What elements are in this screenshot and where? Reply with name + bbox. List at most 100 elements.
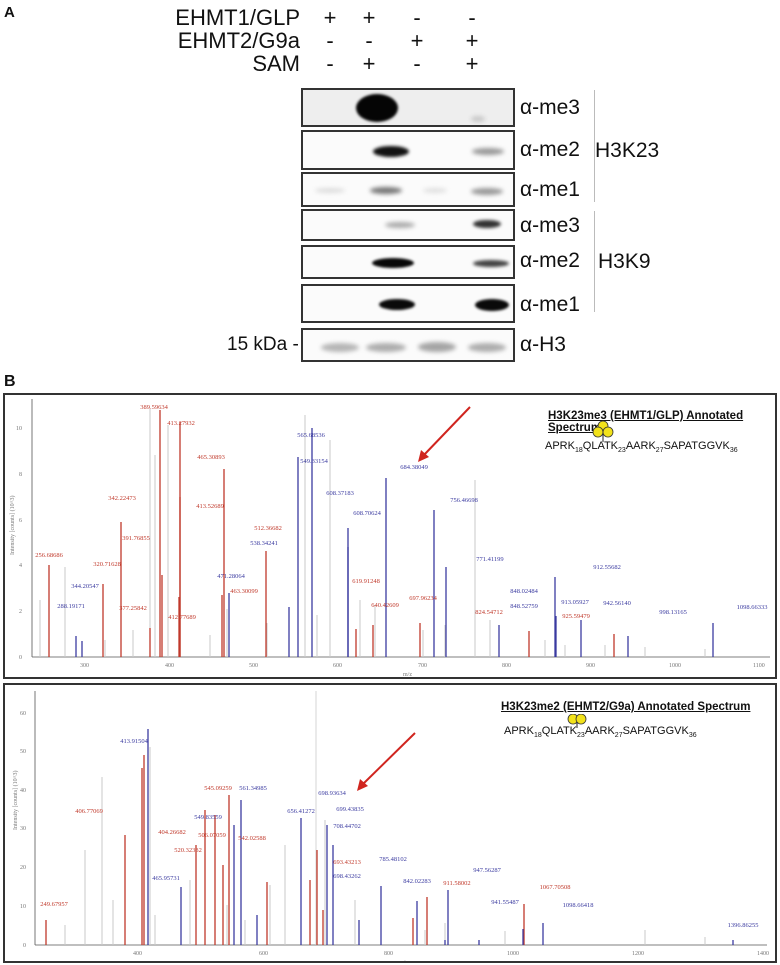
blot-h3 (301, 328, 515, 362)
svg-text:1000: 1000 (507, 951, 519, 957)
svg-text:771.41199: 771.41199 (476, 556, 503, 563)
trimethyl-marker-icon (592, 420, 614, 442)
sign: + (465, 28, 479, 53)
condition-label-sam: SAM (252, 51, 300, 76)
svg-text:1396.86255: 1396.86255 (728, 922, 759, 929)
svg-text:942.56140: 942.56140 (603, 600, 631, 607)
band (385, 222, 415, 228)
svg-text:998.13165: 998.13165 (659, 609, 687, 616)
svg-text:20: 20 (20, 865, 26, 871)
seq-part: QLATK (582, 440, 619, 452)
sign: + (362, 5, 376, 30)
svg-text:1000: 1000 (669, 663, 681, 669)
svg-text:500: 500 (249, 663, 258, 669)
sign: + (410, 28, 424, 53)
svg-text:391.76855: 391.76855 (122, 535, 150, 542)
band (418, 342, 456, 352)
svg-text:538.34241: 538.34241 (250, 540, 278, 547)
svg-text:848.52759: 848.52759 (510, 603, 538, 610)
seq-part: QLATK (541, 725, 578, 737)
svg-text:925.59479: 925.59479 (562, 613, 590, 620)
band (471, 188, 503, 195)
svg-text:600: 600 (259, 951, 268, 957)
svg-text:471.28064: 471.28064 (217, 573, 245, 580)
sign: - (365, 28, 373, 53)
svg-text:684.38049: 684.38049 (400, 464, 428, 471)
sign: + (465, 51, 479, 76)
svg-text:1098.66333: 1098.66333 (737, 604, 768, 611)
blot-h3k23-me3 (301, 88, 515, 127)
svg-text:1067.70508: 1067.70508 (540, 884, 571, 891)
svg-text:m/z: m/z (403, 672, 412, 677)
sign: + (362, 51, 376, 76)
svg-text:249.67957: 249.67957 (40, 901, 68, 908)
condition-label-g9a: EHMT2/G9a (177, 28, 300, 53)
band (468, 343, 506, 352)
svg-text:600: 600 (333, 663, 342, 669)
svg-text:288.19171: 288.19171 (57, 603, 85, 610)
seq-part: APRK (545, 440, 575, 452)
band (372, 258, 414, 268)
svg-text:1100: 1100 (753, 663, 765, 669)
svg-text:512.36682: 512.36682 (254, 525, 282, 532)
svg-text:413.27932: 413.27932 (167, 420, 195, 427)
svg-text:693.43213: 693.43213 (333, 859, 361, 866)
svg-text:0: 0 (23, 943, 26, 949)
band (423, 188, 447, 193)
blot-h3k9-me2 (301, 245, 515, 279)
seq-pos: 27 (655, 447, 664, 455)
dimethyl-marker-icon (566, 713, 588, 728)
svg-text:2: 2 (19, 609, 22, 615)
svg-text:404.26682: 404.26682 (158, 829, 186, 836)
band (370, 187, 402, 194)
svg-text:1200: 1200 (632, 951, 644, 957)
svg-text:700: 700 (418, 663, 427, 669)
panel-b-letter: B (4, 373, 16, 390)
svg-text:6: 6 (19, 518, 22, 524)
svg-text:412.77689: 412.77689 (168, 614, 196, 621)
svg-text:400: 400 (165, 663, 174, 669)
spectrum-bottom-title: H3K23me2 (EHMT2/G9a) Annotated Spectrum (501, 701, 751, 713)
svg-text:465.30893: 465.30893 (197, 454, 225, 461)
svg-text:Intensity [counts] (10^3): Intensity [counts] (10^3) (9, 496, 16, 555)
antibody-label: α-me1 (520, 178, 580, 201)
svg-text:549.33154: 549.33154 (300, 458, 328, 465)
svg-text:m/z: m/z (399, 960, 408, 961)
svg-text:756.46698: 756.46698 (450, 497, 478, 504)
svg-text:400: 400 (133, 951, 142, 957)
svg-text:4: 4 (19, 563, 22, 569)
svg-text:406.77069: 406.77069 (75, 808, 103, 815)
svg-text:377.25842: 377.25842 (119, 605, 147, 612)
svg-text:60: 60 (20, 711, 26, 717)
spectrum-bottom-plot: 0 10 20 30 40 50 60 400 600 800 1000 1200 1400 m… (12, 691, 769, 961)
seq-part: SAPATGGVK (622, 725, 689, 737)
svg-text:30: 30 (20, 826, 26, 832)
band (475, 299, 509, 311)
group-bracket-line (594, 211, 595, 312)
sign: + (323, 5, 337, 30)
band (473, 220, 501, 228)
svg-text:10: 10 (20, 904, 26, 910)
spectrum-top-plot: 0 2 4 6 8 10 300 400 500 600 700 800 900 1000 1100… (9, 399, 770, 677)
molecular-weight-marker: 15 kDa - (227, 334, 299, 355)
antibody-label: α-me1 (520, 293, 580, 316)
svg-text:900: 900 (586, 663, 595, 669)
seq-part: APRK (504, 725, 534, 737)
seq-pos: 18 (574, 447, 583, 455)
antibody-label: α-me2 (520, 138, 580, 161)
svg-text:697.96234: 697.96234 (409, 595, 437, 602)
svg-text:8: 8 (19, 472, 22, 478)
svg-text:549.83559: 549.83559 (194, 814, 222, 821)
seq-pos: 23 (577, 732, 585, 740)
svg-text:699.43835: 699.43835 (336, 806, 364, 813)
svg-text:608.70624: 608.70624 (353, 510, 381, 517)
band (472, 148, 504, 155)
seq-pos: 36 (688, 732, 697, 740)
blot-h3k9-me3 (301, 209, 515, 241)
seq-pos: 18 (533, 732, 542, 740)
antibody-label: α-me3 (520, 214, 580, 237)
seq-pos: 27 (614, 732, 623, 740)
svg-text:698.93634: 698.93634 (318, 790, 346, 797)
seq-pos: 36 (729, 447, 738, 455)
svg-text:912.55682: 912.55682 (593, 564, 621, 571)
